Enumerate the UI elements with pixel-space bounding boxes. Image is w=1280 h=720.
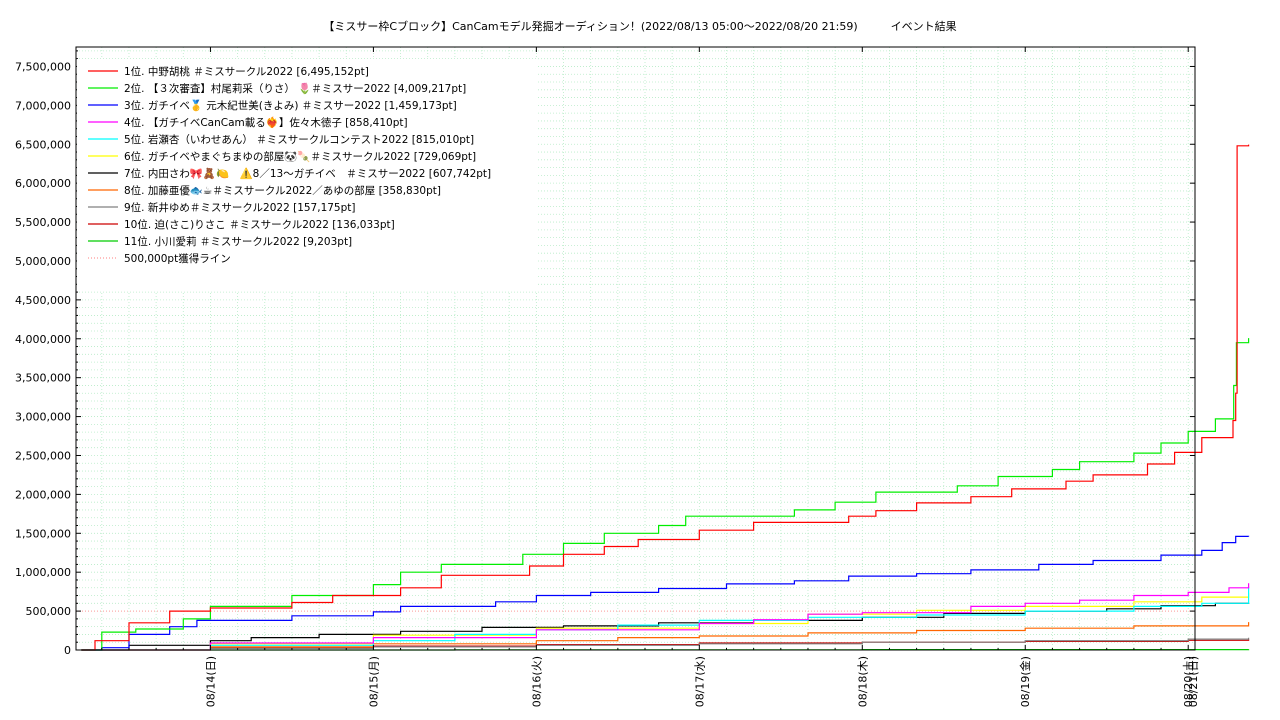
y-tick-label: 7,000,000 xyxy=(15,99,71,112)
y-tick-label: 1,000,000 xyxy=(15,566,71,579)
x-tick-label: 08/20(土) xyxy=(1182,656,1195,707)
legend-entry: 3位. ガチイベ🥇 元木紀世美(きよみ) ＃ミスサー2022 [1,459,17… xyxy=(124,99,457,112)
legend-entry: 4位. 【ガチイベCanCam載る❤️‍🔥】佐々木徳子 [858,410pt] xyxy=(124,116,408,129)
series-line xyxy=(81,535,1250,651)
axes: 0 500,000 1,000,000 1,500,000 2,000,000 2,500… xyxy=(15,46,1200,707)
y-tick-label: 0 xyxy=(64,644,71,657)
legend: 1位. 中野胡桃 ＃ミスサークル2022 [6,495,152pt] 2位. 【３… xyxy=(77,59,537,291)
legend-entry: 1位. 中野胡桃 ＃ミスサークル2022 [6,495,152pt] xyxy=(124,65,369,78)
y-tick-label: 6,500,000 xyxy=(15,138,71,151)
series-lines xyxy=(76,144,1250,651)
y-tick-label: 1,500,000 xyxy=(15,527,71,540)
legend-entry: 9位. 新井ゆめ＃ミスサークル2022 [157,175pt] xyxy=(124,201,356,214)
plot-frame xyxy=(75,46,1196,651)
y-tick-label: 4,000,000 xyxy=(15,333,71,346)
legend-entry: 6位. ガチイベやまぐちまゆの部屋🐼🍡＃ミスサークル2022 [729,069p… xyxy=(124,150,476,163)
y-tick-label: 7,500,000 xyxy=(15,60,71,73)
series-line xyxy=(81,583,1250,651)
legend-entry: 11位. 小川愛莉 ＃ミスサークル2022 [9,203pt] xyxy=(124,235,352,248)
y-tick-label: 2,000,000 xyxy=(15,488,71,501)
legend-entry: 2位. 【３次審査】村尾莉采（りさ） 🌷＃ミスサー2022 [4,009,217… xyxy=(124,82,466,95)
x-tick-label: 08/21(日) xyxy=(1187,656,1200,707)
chart-title: 【ミスサー枠Cブロック】CanCamモデル発掘オーディション！(2022/08/… xyxy=(323,20,957,33)
x-tick-label: 08/17(水) xyxy=(693,656,706,707)
x-tick-label: 08/16(火) xyxy=(530,656,543,707)
y-tick-label: 4,500,000 xyxy=(15,294,71,307)
legend-entry: 5位. 岩瀬杏（いわせあん） ＃ミスサークルコンテスト2022 [815,010… xyxy=(124,133,474,146)
y-tick-label: 5,000,000 xyxy=(15,255,71,268)
x-tick-label: 08/18(木) xyxy=(856,656,869,707)
x-tick-label: 08/15(月) xyxy=(367,656,380,707)
y-tick-label: 6,000,000 xyxy=(15,177,71,190)
series-line xyxy=(81,144,1250,651)
legend-box xyxy=(77,59,537,291)
x-tick-label: 08/14(日) xyxy=(204,656,217,707)
y-tick-label: 500,000 xyxy=(26,605,72,618)
y-tick-label: 2,500,000 xyxy=(15,449,71,462)
x-tick-label: 08/19(金) xyxy=(1018,656,1032,707)
legend-entry: 10位. 迫(さこ)りさこ ＃ミスサークル2022 [136,033pt] xyxy=(124,218,395,231)
legend-entry: 500,000pt獲得ライン xyxy=(124,252,231,265)
legend-entry: 8位. 加藤亜優🐟☕＃ミスサークル2022／あゆの部屋 [358,830pt] xyxy=(124,184,441,197)
y-tick-label: 5,500,000 xyxy=(15,216,71,229)
y-tick-label: 3,000,000 xyxy=(15,411,71,424)
y-tick-label: 3,500,000 xyxy=(15,372,71,385)
legend-entry: 7位. 内田さわ🎀🧸🍋 ⚠️8／13〜ガチイベ ＃ミスサー2022 [607,7… xyxy=(124,167,491,180)
series-line xyxy=(81,602,1250,651)
